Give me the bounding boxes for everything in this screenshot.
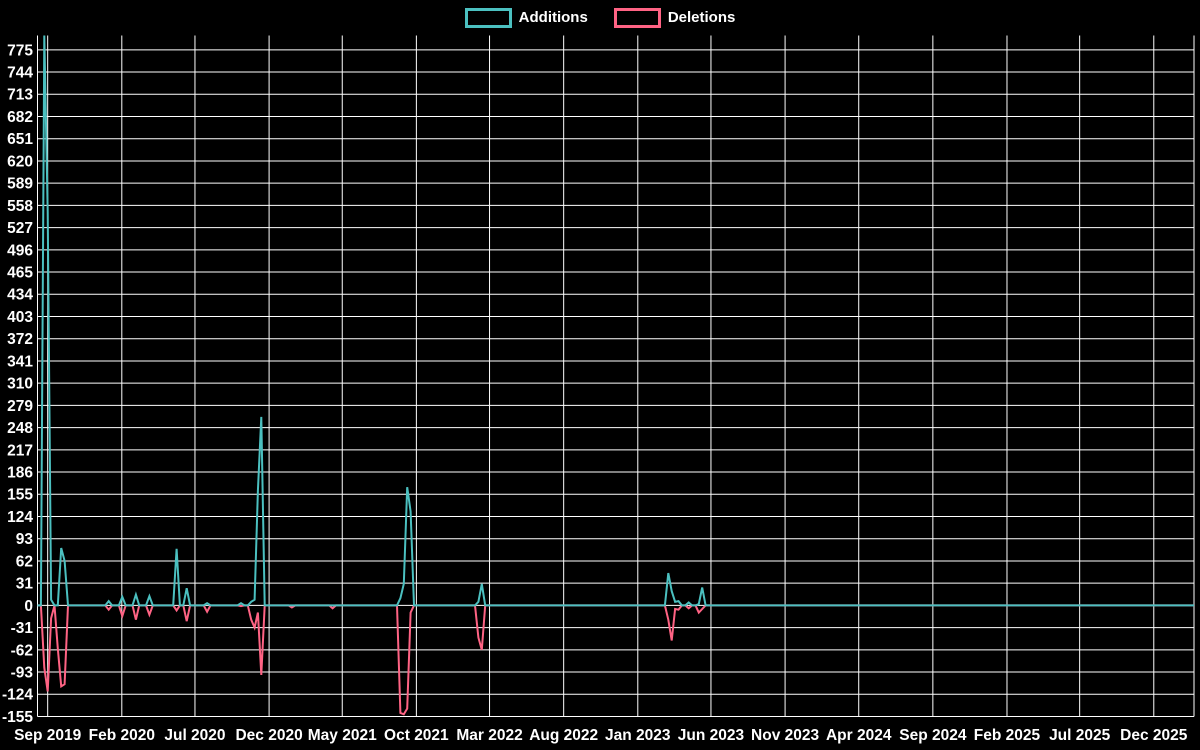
y-tick-label: 310 — [7, 376, 33, 393]
y-tick-label: 434 — [7, 287, 33, 304]
y-tick-label: 62 — [16, 553, 33, 570]
y-tick-label: 713 — [7, 87, 33, 104]
additions-series-line — [37, 35, 1194, 607]
additions-legend-label: Additions — [518, 9, 588, 26]
y-tick-label: 341 — [7, 353, 33, 370]
legend-item-deletions[interactable]: Deletions — [613, 8, 736, 28]
y-tick-label: 372 — [7, 331, 33, 348]
y-tick-label: 403 — [7, 309, 33, 326]
deletions-series-line — [37, 604, 1194, 716]
y-tick-label: 620 — [7, 153, 33, 170]
additions-legend-swatch — [464, 8, 512, 28]
y-tick-label: 217 — [7, 442, 33, 459]
x-tick-label: May 2021 — [308, 727, 377, 744]
x-tick-label: Jul 2025 — [1049, 727, 1111, 744]
y-tick-label: 775 — [7, 42, 33, 59]
legend-item-additions[interactable]: Additions — [464, 8, 588, 28]
x-tick-label: Dec 2020 — [235, 727, 302, 744]
y-tick-label: 31 — [16, 576, 34, 593]
x-tick-label: Sep 2024 — [899, 727, 967, 744]
x-tick-label: Mar 2022 — [456, 727, 522, 744]
x-tick-label: Jul 2020 — [164, 727, 225, 744]
x-tick-label: Nov 2023 — [751, 727, 819, 744]
x-tick-label: Jan 2023 — [605, 727, 671, 744]
x-tick-label: Aug 2022 — [529, 727, 598, 744]
y-tick-label: 558 — [7, 198, 33, 215]
y-tick-label: 527 — [7, 220, 33, 237]
deletions-legend-label: Deletions — [667, 9, 736, 26]
y-tick-label: 0 — [24, 598, 33, 615]
y-tick-label: -62 — [11, 642, 33, 659]
chart-legend: Additions Deletions — [0, 8, 1200, 28]
y-tick-label: 465 — [7, 264, 33, 281]
x-tick-label: Apr 2024 — [826, 727, 892, 744]
y-tick-label: 496 — [7, 242, 33, 259]
y-tick-label: 589 — [7, 176, 33, 193]
x-tick-label: Oct 2021 — [384, 727, 449, 744]
y-tick-label: 186 — [7, 464, 33, 481]
x-tick-label: Sep 2019 — [14, 727, 82, 744]
y-tick-label: 279 — [7, 398, 33, 415]
y-tick-label: -155 — [2, 709, 33, 726]
x-tick-label: Jun 2023 — [678, 727, 745, 744]
y-tick-label: 155 — [7, 487, 33, 504]
y-tick-label: 651 — [7, 131, 33, 148]
y-tick-label: -31 — [11, 620, 34, 637]
y-tick-label: 744 — [7, 64, 33, 81]
x-tick-label: Dec 2025 — [1120, 727, 1188, 744]
y-tick-label: 124 — [7, 509, 33, 526]
y-tick-label: -93 — [11, 664, 34, 681]
x-tick-label: Feb 2020 — [89, 727, 155, 744]
y-tick-label: 93 — [16, 531, 34, 548]
deletions-legend-swatch — [613, 8, 661, 28]
y-tick-label: 248 — [7, 420, 33, 437]
y-tick-label: -124 — [2, 687, 33, 704]
y-tick-label: 682 — [7, 109, 33, 126]
x-tick-label: Feb 2025 — [974, 727, 1041, 744]
